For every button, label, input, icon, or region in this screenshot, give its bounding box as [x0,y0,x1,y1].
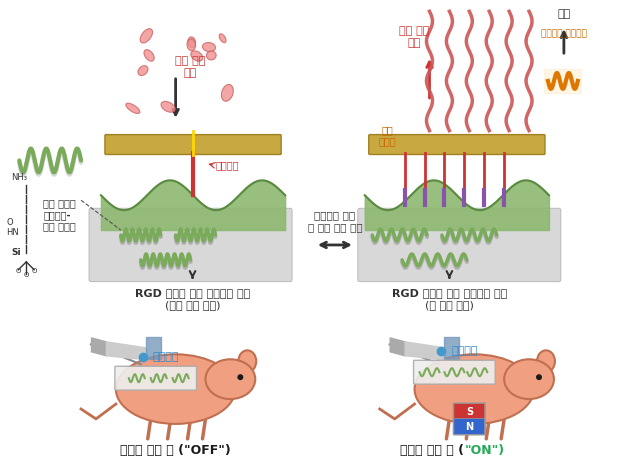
Text: O: O [23,272,29,278]
Ellipse shape [219,34,226,43]
Text: 자기장 있을 때 (: 자기장 있을 때 ( [400,444,464,456]
FancyBboxPatch shape [454,404,485,419]
Ellipse shape [203,42,216,52]
Text: 자기장 없을 때 ("OFF"): 자기장 없을 때 ("OFF") [120,444,231,456]
Ellipse shape [504,359,554,399]
Text: N: N [465,422,474,432]
FancyBboxPatch shape [89,208,292,282]
Circle shape [536,374,542,380]
Text: HN: HN [6,228,19,237]
Ellipse shape [140,28,153,43]
FancyBboxPatch shape [358,208,561,282]
Ellipse shape [144,50,154,61]
Text: 세포역학 신호변환: 세포역학 신호변환 [541,29,587,38]
Text: (짧은 사이 간격): (짧은 사이 간격) [165,300,220,310]
Text: 액틴 섬유
조립: 액틴 섬유 조립 [175,56,206,78]
Text: O: O [6,218,13,227]
Ellipse shape [187,39,196,50]
Text: (긴 사이 간격): (긴 사이 간격) [425,300,474,310]
Text: 줄기세포: 줄기세포 [452,346,478,356]
Text: 인테그린: 인테그린 [216,161,239,171]
Text: 자성 리간드
나노코일-
기판 복합체: 자성 리간드 나노코일- 기판 복합체 [43,198,76,231]
Text: O: O [15,268,21,274]
Ellipse shape [191,51,203,61]
Ellipse shape [126,103,140,114]
Ellipse shape [138,66,148,76]
Text: Si: Si [11,248,21,257]
Ellipse shape [161,102,175,112]
FancyBboxPatch shape [105,134,281,154]
Ellipse shape [238,351,256,372]
FancyBboxPatch shape [369,134,545,154]
FancyBboxPatch shape [454,418,485,434]
Ellipse shape [206,51,216,60]
Text: 분화: 분화 [557,10,571,19]
Ellipse shape [116,354,235,424]
Text: NH₃: NH₃ [11,173,27,182]
Text: "ON"): "ON") [464,444,504,456]
Text: 나노코일 신장
및 수축 시점 조절: 나노코일 신장 및 수축 시점 조절 [308,210,362,232]
Text: O: O [31,268,36,274]
Text: RGD 코팅된 자성 나노코일 수축: RGD 코팅된 자성 나노코일 수축 [135,288,250,298]
Ellipse shape [537,351,555,372]
Circle shape [237,374,243,380]
Ellipse shape [415,354,534,424]
Ellipse shape [221,85,233,101]
FancyBboxPatch shape [413,360,495,384]
Text: RGD 코팅된 자성 나노코일 신장: RGD 코팅된 자성 나노코일 신장 [392,288,507,298]
FancyBboxPatch shape [454,403,485,435]
Ellipse shape [206,359,255,399]
Text: 액틴 섬유
조립: 액틴 섬유 조립 [399,26,430,48]
Text: 접착
복합체: 접착 복합체 [379,125,396,146]
Text: S: S [465,407,473,417]
Text: 줄기세포: 줄기세포 [153,352,179,362]
Ellipse shape [188,37,196,48]
FancyBboxPatch shape [115,366,196,390]
